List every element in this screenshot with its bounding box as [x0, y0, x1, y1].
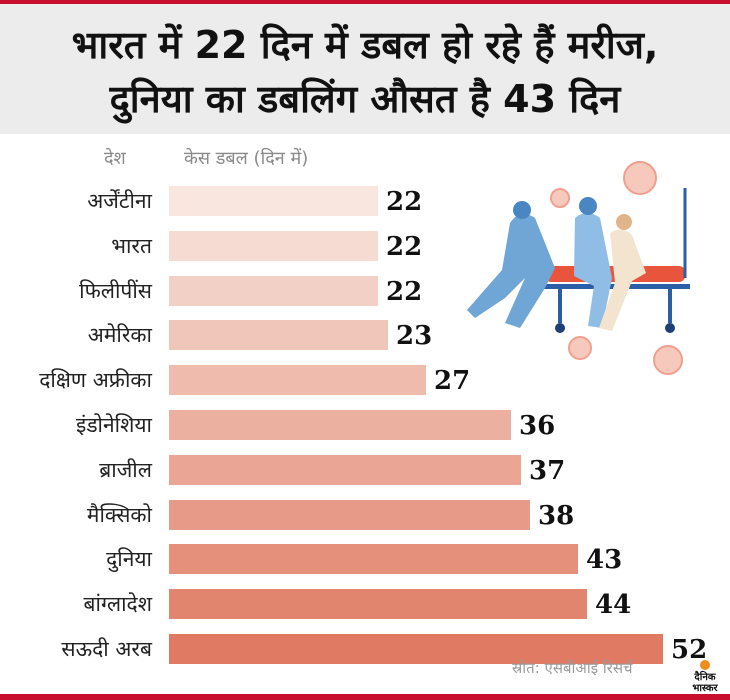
bar	[169, 544, 578, 574]
value-label: 22	[386, 277, 423, 307]
bar	[169, 320, 388, 350]
category-label: सऊदी अरब	[61, 637, 152, 661]
column-header-country: देश	[104, 148, 126, 169]
value-label: 36	[519, 411, 556, 441]
source-note: स्रोत: एसबीआई रिसर्च	[512, 659, 633, 677]
value-label: 38	[538, 501, 575, 531]
category-label: ब्राजील	[99, 458, 152, 482]
category-label: अर्जेंटीना	[87, 189, 152, 213]
bar	[169, 589, 587, 619]
brand-logo: दैनिक भास्कर	[686, 660, 724, 694]
top-accent-bar	[0, 0, 730, 4]
chart-title: भारत में 22 दिन में डबल हो रहे हैं मरीज,…	[0, 18, 730, 126]
category-label: भारत	[111, 234, 152, 258]
category-label: इंडोनेशिया	[76, 413, 152, 437]
doctor-figures-icon	[467, 197, 646, 331]
category-label: दुनिया	[106, 547, 152, 571]
bar	[169, 500, 530, 530]
column-header-value: केस डबल (दिन में)	[184, 148, 309, 169]
value-label: 37	[529, 456, 566, 486]
bar	[169, 455, 521, 485]
category-label: बांग्लादेश	[83, 592, 152, 616]
title-line-2: दुनिया का डबलिंग औसत है 43 दिन	[109, 77, 621, 121]
value-label: 22	[386, 232, 423, 262]
header-panel: भारत में 22 दिन में डबल हो रहे हैं मरीज,…	[0, 4, 730, 134]
logo-dot-icon	[700, 660, 710, 670]
bar	[169, 410, 511, 440]
category-label: दक्षिण अफ्रीका	[39, 368, 152, 392]
bottom-accent-bar	[0, 694, 730, 700]
value-label: 44	[595, 590, 632, 620]
virus-icon	[550, 161, 683, 375]
logo-line-2: भास्कर	[692, 683, 718, 694]
value-label: 23	[396, 321, 433, 351]
value-label: 27	[434, 366, 471, 396]
category-label: अमेरिका	[87, 323, 152, 347]
category-label: फिलीपींस	[79, 279, 152, 303]
category-label: मैक्सिको	[86, 503, 152, 527]
medical-staff-illustration	[467, 161, 690, 375]
bar	[169, 365, 426, 395]
bar	[169, 276, 378, 306]
title-line-1: भारत में 22 दिन में डबल हो रहे हैं मरीज,	[71, 23, 659, 67]
logo-line-1: दैनिक	[694, 672, 716, 683]
value-label: 22	[386, 187, 423, 217]
value-label: 43	[586, 545, 623, 575]
bar	[169, 634, 663, 664]
bar	[169, 231, 378, 261]
bar	[169, 186, 378, 216]
